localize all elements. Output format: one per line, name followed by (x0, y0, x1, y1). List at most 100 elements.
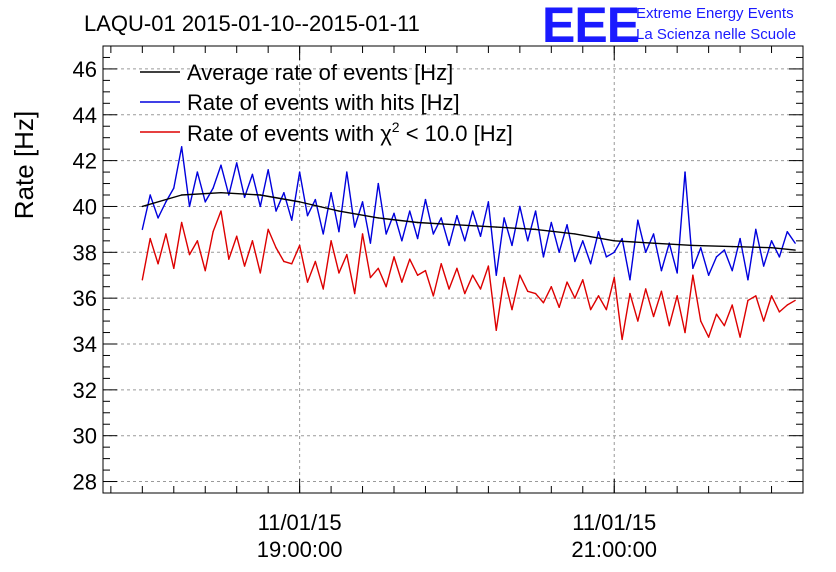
series-hits-segment (582, 240, 592, 265)
series-chi2-segment (401, 258, 411, 283)
series-chi2-segment (173, 221, 183, 270)
y-tick-label: 36 (73, 286, 97, 311)
series-hits-segment (196, 171, 206, 203)
series-hits-segment (621, 237, 631, 281)
series-hits-segment (542, 221, 553, 258)
series-average (141, 192, 796, 251)
legend-chi2-sup: 2 (392, 119, 400, 135)
series-hits-segment (684, 171, 694, 270)
series-hits-segment (707, 256, 718, 276)
y-tick-label: 30 (73, 424, 97, 449)
eee-logo: EEE Extreme Energy Events La Scienza nel… (542, 0, 796, 53)
series-chi2-segment (731, 304, 741, 338)
series-hits-segment (409, 210, 419, 240)
series-chi2-segment (251, 240, 262, 274)
series-hits-segment (314, 198, 324, 235)
series-chi2-segment (306, 260, 317, 283)
series-chi2-segment (236, 235, 246, 267)
series-average-segment (456, 224, 497, 228)
series-chi2-segment (637, 288, 647, 322)
series-hits-segment (259, 169, 269, 208)
series-average-segment (692, 244, 733, 248)
series-chi2-segment (629, 292, 639, 322)
series-hits-segment (550, 221, 560, 254)
series-hits-segment (511, 205, 521, 247)
series-chi2-segment (676, 295, 686, 334)
series-chi2-segment (259, 228, 269, 274)
series-hits-segment (361, 201, 372, 244)
series-hits-segment (589, 230, 600, 265)
series-chi2-segment (393, 256, 403, 283)
series-average-segment (298, 201, 340, 212)
series-hits-segment (338, 171, 348, 233)
series-chi2-segment (660, 290, 670, 327)
x-tick-time: 21:00:00 (571, 537, 657, 562)
series-hits-segment (762, 240, 773, 267)
series-hits (141, 146, 796, 281)
axis-layer: 2830323436384042444611/01/1519:00:0011/0… (73, 45, 803, 562)
x-tick-date: 11/01/15 (258, 510, 342, 535)
series-chi2-segment (707, 313, 718, 338)
series-hits-segment (180, 146, 191, 208)
series-hits-segment (291, 171, 301, 221)
series-chi2-segment (141, 237, 151, 281)
series-chi2-segment (668, 295, 678, 327)
series-hits-segment (346, 171, 356, 228)
series-chi2-segment (527, 290, 537, 295)
series-hits-segment (629, 219, 639, 281)
series-chi2-segment (157, 233, 167, 265)
series-chi2-segment (353, 233, 364, 295)
series-hits-segment (440, 217, 450, 247)
series-chi2-segment (204, 230, 214, 272)
series-chi2-segment (558, 281, 568, 309)
series-hits-segment (448, 214, 458, 247)
series-hits-segment (660, 242, 670, 272)
series-chi2-segment (739, 299, 749, 338)
series-hits-segment (251, 173, 262, 208)
series-chi2-segment (188, 240, 199, 256)
series-hits-segment (700, 247, 710, 276)
series-chi2-segment (196, 240, 206, 272)
series-hits-segment (306, 198, 317, 217)
x-tick-date: 11/01/15 (572, 510, 656, 535)
series-hits-segment (330, 192, 340, 233)
series-hits-segment (534, 210, 545, 258)
series-average-segment (731, 245, 773, 249)
series-chi2-segment (644, 288, 655, 318)
series-chi2-segment (361, 233, 372, 279)
series-chi2-segment (597, 295, 608, 311)
plot-frame (102, 45, 804, 494)
series-hits-segment (723, 249, 733, 272)
series-chi2-segment (377, 267, 387, 288)
series-hits-segment (267, 169, 277, 212)
series-hits-segment (739, 237, 749, 281)
legend-chi2-prefix: Rate of events with (187, 121, 380, 146)
series-chi2-segment (228, 235, 238, 260)
legend-chi2-suffix: < 10.0 [Hz] (400, 121, 513, 146)
series-hits-segment (456, 214, 466, 242)
series-chi2-segment (464, 274, 474, 295)
series-chi2-segment (243, 240, 254, 267)
series-hits-segment (432, 217, 442, 235)
series-chi2-segment (519, 274, 529, 292)
grid-layer (103, 46, 803, 493)
series-hits-segment (369, 182, 379, 244)
series-chi2-segment (542, 285, 553, 304)
series-hits-segment (298, 171, 309, 217)
series-chi2-segment (574, 279, 584, 299)
logo-line-1: Extreme Energy Events (636, 5, 794, 22)
series-hits-segment (668, 242, 678, 274)
series-hits-segment (605, 251, 615, 258)
series-hits-segment (558, 224, 568, 254)
series-hits-segment (220, 164, 230, 196)
series-chi2-segment (684, 274, 694, 334)
series-chi2-segment (330, 240, 340, 274)
series-hits-segment (566, 224, 576, 263)
series-average-segment (259, 194, 301, 203)
series-chi2-segment (314, 260, 324, 290)
series-hits-segment (770, 240, 781, 258)
series-chi2-segment (755, 295, 765, 322)
x-tick-time: 19:00:00 (257, 537, 343, 562)
series-hits-segment (747, 228, 757, 281)
y-tick-label: 42 (73, 149, 97, 174)
